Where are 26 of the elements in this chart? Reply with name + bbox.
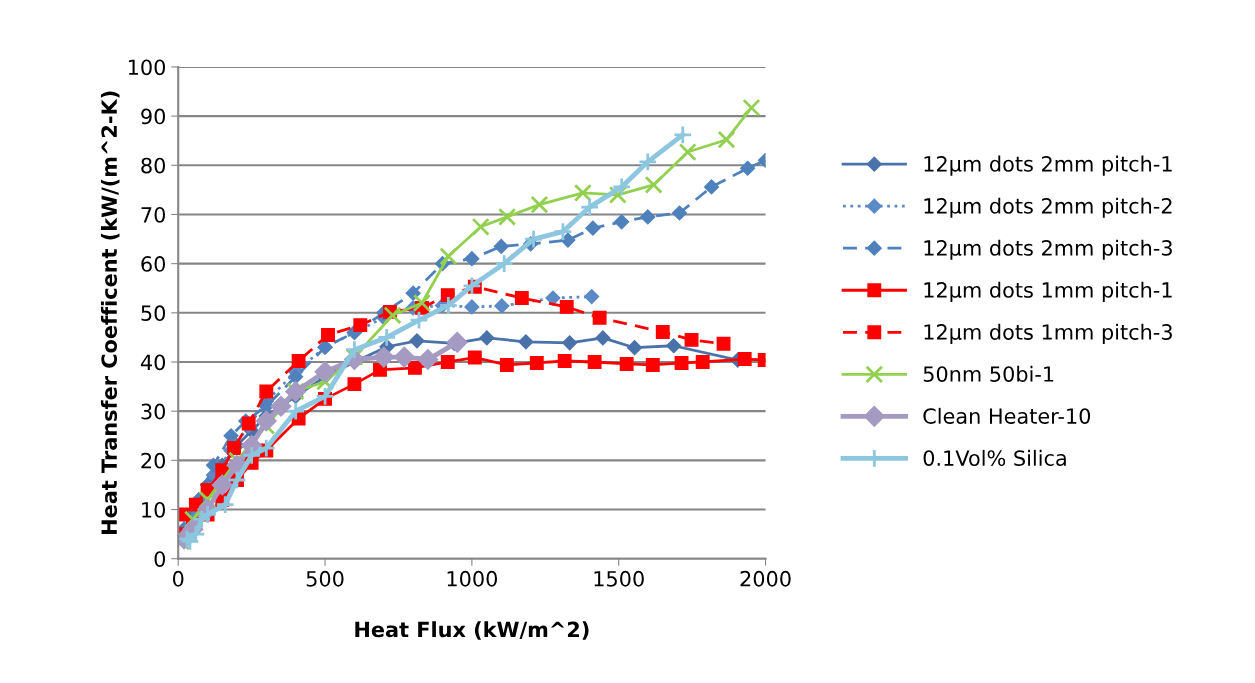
x-tick-label: 1500 <box>594 570 644 587</box>
legend-label: 12µm dots 1mm pitch-1 <box>924 281 1172 302</box>
legend-label: Clean Heater-10 <box>923 407 1091 424</box>
y-tick-label: 100 <box>128 59 166 76</box>
y-tick-label: 80 <box>141 157 166 174</box>
y-tick-label: 90 <box>141 108 166 125</box>
x-tick-label: 500 <box>306 570 344 587</box>
legend-label: 12µm dots 1mm pitch-3 <box>924 323 1172 344</box>
y-axis-title: Heat Transfer Coefficent (kW/(m^2-K) <box>100 91 120 534</box>
legend-label: 50nm 50bi-1 <box>923 365 1054 382</box>
y-tick-label: 10 <box>142 501 166 518</box>
legend-label: 12µm dots 2mm pitch-3 <box>924 239 1172 260</box>
y-tick-label: 20 <box>141 452 166 469</box>
y-tick-label: 30 <box>141 403 166 420</box>
y-tick-label: 70 <box>141 206 166 223</box>
y-tick-label: 40 <box>140 354 166 371</box>
y-tick-label: 0 <box>154 551 166 567</box>
legend-label: 12µm dots 2mm pitch-1 <box>924 155 1172 176</box>
y-tick-label: 60 <box>141 256 166 272</box>
x-tick-label: 1000 <box>447 570 498 587</box>
x-tick-label: 0 <box>172 570 184 587</box>
y-tick-label: 50 <box>141 305 166 322</box>
x-tick-label: 2000 <box>740 570 791 587</box>
legend-label: 12µm dots 2mm pitch-2 <box>924 197 1172 218</box>
x-axis-title: Heat Flux (kW/m^2) <box>355 621 589 640</box>
legend-label: 0.1Vol% Silica <box>923 449 1066 466</box>
